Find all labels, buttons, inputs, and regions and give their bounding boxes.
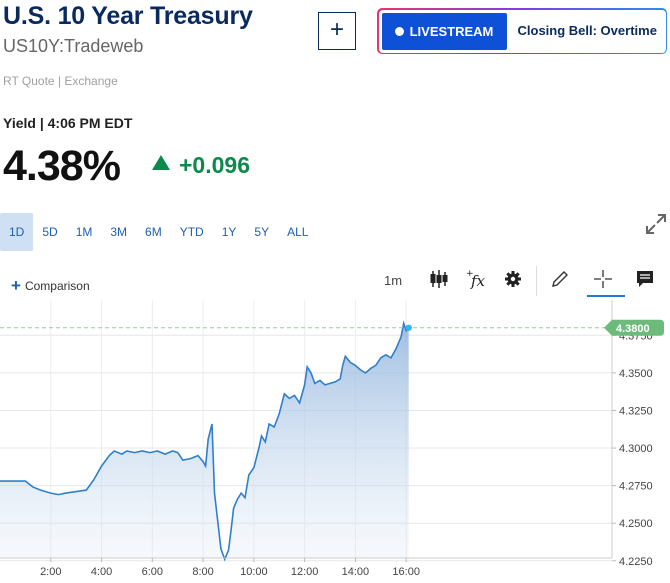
livestream-button[interactable]: LIVESTREAM <box>381 12 507 50</box>
time-range-tabs: 1D 5D 1M 3M 6M YTD 1Y 5Y ALL <box>0 213 317 251</box>
yield-area-fill <box>0 323 409 560</box>
candlestick-icon[interactable] <box>428 268 450 290</box>
y-tick-label: 4.3000 <box>619 443 653 455</box>
show-name-link[interactable]: Closing Bell: Overtime <box>517 22 657 38</box>
range-tab-6m[interactable]: 6M <box>145 225 162 239</box>
comment-icon[interactable] <box>634 268 656 290</box>
yield-line <box>0 320 410 562</box>
x-tick-label: 8:00 <box>192 566 213 578</box>
x-tick-label: 10:00 <box>240 566 268 578</box>
active-tool-indicator <box>587 295 625 297</box>
crosshair-icon[interactable] <box>592 268 614 290</box>
price-change: +0.096 <box>179 152 250 178</box>
y-tick-label: 4.3250 <box>619 405 653 417</box>
x-tick-label: 16:00 <box>392 566 420 578</box>
last-value-badge: 4.3800 <box>604 319 664 336</box>
quote-source: RT Quote | Exchange <box>3 74 118 88</box>
up-arrow-icon <box>152 155 170 170</box>
range-tab-1m[interactable]: 1M <box>75 225 93 239</box>
interval-selector[interactable]: 1m <box>384 273 403 288</box>
expand-icon[interactable] <box>644 212 668 236</box>
y-tick-label: 4.2250 <box>619 556 653 568</box>
function-icon[interactable]: + fx <box>465 268 487 290</box>
y-tick-label: 4.3500 <box>619 368 653 380</box>
page-title: U.S. 10 Year Treasury <box>3 2 253 30</box>
yield-timestamp: Yield | 4:06 PM EDT <box>3 115 133 131</box>
live-dot-icon <box>394 26 404 36</box>
x-tick-label: 4:00 <box>91 566 112 578</box>
range-tab-5d[interactable]: 5D <box>42 225 58 239</box>
x-tick-label: 6:00 <box>142 566 163 578</box>
svg-text:fx: fx <box>470 272 486 290</box>
yield-chart[interactable]: 4.22504.25004.27504.30004.32504.35004.37… <box>0 300 670 583</box>
svg-text:+: + <box>466 269 474 279</box>
x-tick-label: 12:00 <box>291 566 319 578</box>
livestream-label: LIVESTREAM <box>409 23 494 39</box>
range-tab-5y[interactable]: 5Y <box>254 225 270 239</box>
x-tick-label: 14:00 <box>342 566 370 578</box>
symbol-subtitle: US10Y:Tradeweb <box>3 36 144 56</box>
add-to-watchlist-button[interactable]: + <box>318 12 356 50</box>
comparison-button[interactable]: + Comparison <box>11 276 90 296</box>
toolbar-divider <box>536 266 537 296</box>
x-tick-label: 2:00 <box>40 566 61 578</box>
pencil-icon[interactable] <box>549 268 571 290</box>
range-tab-1d[interactable]: 1D <box>0 213 34 251</box>
range-tab-all[interactable]: ALL <box>287 225 309 239</box>
y-tick-label: 4.2500 <box>619 518 653 530</box>
last-value-dot <box>405 324 412 331</box>
comparison-label: Comparison <box>24 279 90 293</box>
range-tab-1y[interactable]: 1Y <box>221 225 237 239</box>
livestream-banner[interactable]: LIVESTREAM Closing Bell: Overtime <box>377 8 667 54</box>
range-tab-ytd[interactable]: YTD <box>179 225 204 239</box>
plus-icon: + <box>11 276 21 295</box>
range-tab-3m[interactable]: 3M <box>110 225 128 239</box>
y-tick-label: 4.2750 <box>619 481 653 493</box>
gear-icon[interactable] <box>502 268 524 290</box>
last-price: 4.38% <box>3 142 121 190</box>
last-value-label: 4.3800 <box>616 323 650 335</box>
